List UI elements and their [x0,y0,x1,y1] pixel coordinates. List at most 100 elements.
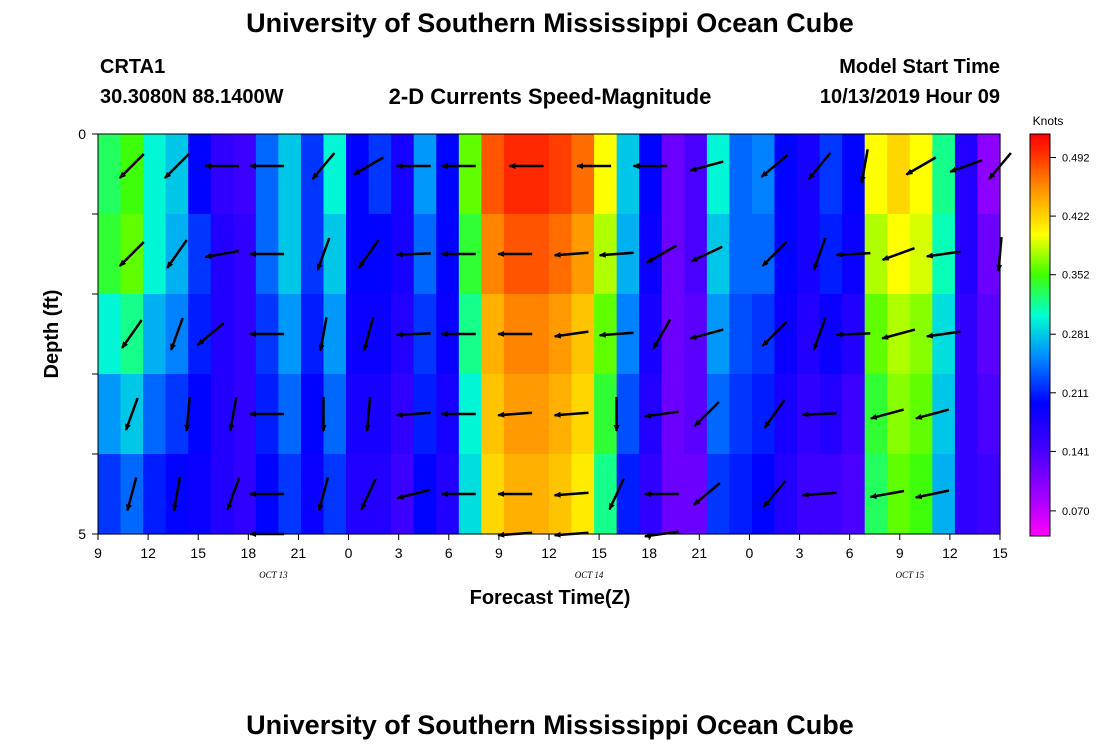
colorbar-tick-label: 0.141 [1062,446,1090,458]
heatmap-cell [684,454,708,535]
y-tick-label: 0 [78,126,86,142]
heatmap-cell [165,134,189,215]
current-vector-arrow [362,317,375,352]
y-tick-label: 5 [78,526,86,542]
heatmap-cell [188,134,212,215]
station-coordinates: 30.3080N 88.1400W [100,86,284,108]
current-vector-arrow [316,237,331,271]
x-tick-label: 6 [445,545,453,561]
heatmap-cell [481,214,505,295]
heatmap-cell [864,134,888,215]
current-vector-arrow [807,152,832,180]
x-tick-label: 0 [345,545,353,561]
current-vector-arrow [357,239,380,269]
heatmap-cell [729,374,753,455]
current-vector-arrow [118,153,145,179]
colorbar-tick-label: 0.211 [1062,388,1089,400]
heatmap-cell [661,214,685,295]
colorbar [1029,133,1051,537]
heatmap-cell [143,214,167,295]
current-vector-arrow [124,397,139,431]
heatmap-cell [391,134,415,215]
heatmap-cell [909,134,933,215]
current-vector-arrow [693,401,720,427]
heatmap-cell [797,214,821,295]
current-vector-arrow [169,317,184,351]
axes: 9 12 15 18 21 0 3 6 9 12 15 18 21 0 3 6 9 12 15 OCT 13 OCT 1… [78,126,1008,580]
current-vector-arrow [598,251,634,258]
heatmap-cell [639,134,663,215]
heatmap-cell [98,134,122,215]
current-vector-arrow [360,478,377,511]
heatmap-cell [684,134,708,215]
heatmap-cell [526,294,550,375]
heatmap-cell [797,134,821,215]
heatmap-cell [368,294,392,375]
current-vector-arrow [812,317,827,351]
current-vector-arrow [318,317,328,352]
heatmap-cell [932,374,956,455]
colorbar-tick-label: 0.281 [1062,329,1090,341]
heatmap-cell [797,294,821,375]
model-start-label: Model Start Time [839,56,1000,78]
current-vector-arrow [172,477,182,512]
heatmap-cell [909,214,933,295]
heatmap-cell [323,294,347,375]
model-start-value: 10/13/2019 Hour 09 [819,86,1000,108]
current-vector-arrow [761,241,788,267]
heatmap-cell [233,294,257,375]
heatmap-cell [346,134,370,215]
heatmap-cell [278,214,302,295]
current-vector-arrow [553,251,589,258]
current-vector-arrow [761,321,788,347]
heatmap-cell [413,454,437,535]
heatmap-cell [774,374,798,455]
heatmap-cell [143,374,167,455]
heatmap-cell [526,134,550,215]
current-vector-arrow [204,249,240,259]
colorbar-tick-label: 0.422 [1062,211,1090,223]
x-tick-label: 18 [641,545,657,561]
page-title-top: University of Southern Mississippi Ocean… [246,8,854,38]
current-vector-arrow [925,250,961,259]
heatmap-cell [120,134,144,215]
current-vector-arrow [126,477,138,512]
heatmap-cell [864,294,888,375]
heatmap-cell [300,134,325,215]
colorbar-ticks: 0.492 0.422 0.352 0.281 0.211 0.141 0.070 [1050,153,1090,518]
heatmap-cell [526,374,550,455]
current-vector-arrow [553,491,589,498]
heatmap-cell [616,374,640,455]
heatmap-cell [188,214,212,295]
current-vector-arrow [226,477,241,511]
heatmap-cell [706,294,730,375]
current-vector-arrow [925,330,961,339]
heatmap-cell [188,294,212,375]
heatmap-cell [300,374,325,455]
current-vector-arrow [652,318,672,350]
heatmap-cell [887,454,911,535]
heatmap-cell [210,454,234,535]
colorbar-tick-label: 0.070 [1062,506,1090,518]
heatmap-cell [255,134,279,215]
current-vector-arrow [353,156,384,176]
current-vector-arrow [905,156,937,176]
current-vector-arrow [692,482,721,506]
heatmap-cell [887,134,911,215]
heatmap-cell [143,134,167,215]
page-title-bottom: University of Southern Mississippi Ocean… [246,710,854,740]
x-tick-label: 6 [846,545,854,561]
x-tick-label: 9 [896,545,904,561]
heatmap-cell [842,454,866,535]
current-vector-arrow [228,397,238,432]
current-vector-arrow [914,408,950,420]
current-vector-arrow [869,489,905,499]
heatmap-cell [346,214,370,295]
heatmap-cell [954,294,979,375]
x-tick-label: 21 [291,545,307,561]
heatmap-cell [233,454,257,535]
heatmap-cell [729,294,753,375]
heatmap-cell [233,134,257,215]
heatmap-cell [368,134,392,215]
current-vector-arrow [395,331,431,338]
